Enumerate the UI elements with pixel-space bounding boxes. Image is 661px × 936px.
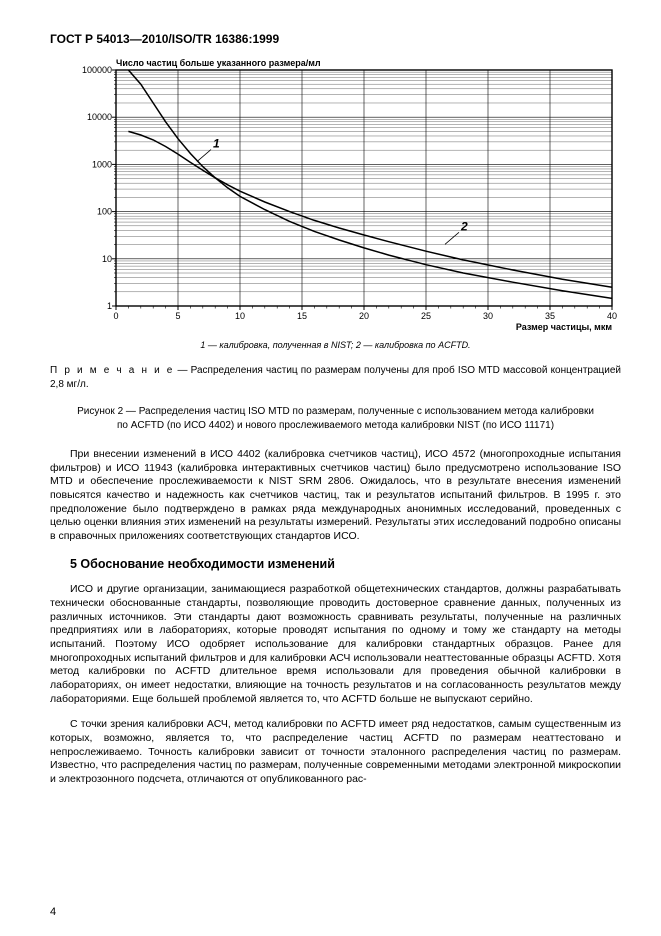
svg-text:15: 15 bbox=[297, 311, 307, 321]
svg-text:35: 35 bbox=[545, 311, 555, 321]
note-block: П р и м е ч а н и е — Распределения част… bbox=[50, 364, 621, 391]
svg-text:10000: 10000 bbox=[87, 112, 112, 122]
svg-text:0: 0 bbox=[113, 311, 118, 321]
svg-text:1: 1 bbox=[213, 137, 220, 151]
paragraph-1: При внесении изменений в ИСО 4402 (калиб… bbox=[50, 448, 621, 543]
svg-text:25: 25 bbox=[421, 311, 431, 321]
svg-text:Число частиц больше указанного: Число частиц больше указанного размера/м… bbox=[116, 58, 321, 68]
svg-text:1: 1 bbox=[107, 301, 112, 311]
svg-text:1000: 1000 bbox=[92, 159, 112, 169]
svg-text:20: 20 bbox=[359, 311, 369, 321]
svg-text:40: 40 bbox=[607, 311, 617, 321]
chart-container: Число частиц больше указанного размера/м… bbox=[60, 54, 621, 334]
svg-text:30: 30 bbox=[483, 311, 493, 321]
document-header: ГОСТ Р 54013—2010/ISO/TR 16386:1999 bbox=[50, 32, 621, 46]
svg-text:2: 2 bbox=[460, 219, 468, 233]
svg-text:10: 10 bbox=[235, 311, 245, 321]
page-number: 4 bbox=[50, 906, 56, 918]
svg-text:5: 5 bbox=[175, 311, 180, 321]
paragraph-3: С точки зрения калибровки АСЧ, метод кал… bbox=[50, 718, 621, 786]
particle-distribution-chart: Число частиц больше указанного размера/м… bbox=[60, 54, 620, 334]
note-label: П р и м е ч а н и е bbox=[50, 365, 174, 376]
svg-text:100000: 100000 bbox=[82, 65, 112, 75]
paragraph-2: ИСО и другие организации, занимающиеся р… bbox=[50, 583, 621, 706]
figure-caption: Рисунок 2 — Распределения частиц ISO MTD… bbox=[76, 405, 596, 432]
chart-legend: 1 — калибровка, полученная в NIST; 2 — к… bbox=[50, 340, 621, 350]
svg-text:10: 10 bbox=[102, 254, 112, 264]
svg-text:Размер частицы, мкм: Размер частицы, мкм bbox=[516, 322, 612, 332]
section-heading: 5 Обоснование необходимости изменений bbox=[70, 557, 621, 571]
svg-text:100: 100 bbox=[97, 207, 112, 217]
